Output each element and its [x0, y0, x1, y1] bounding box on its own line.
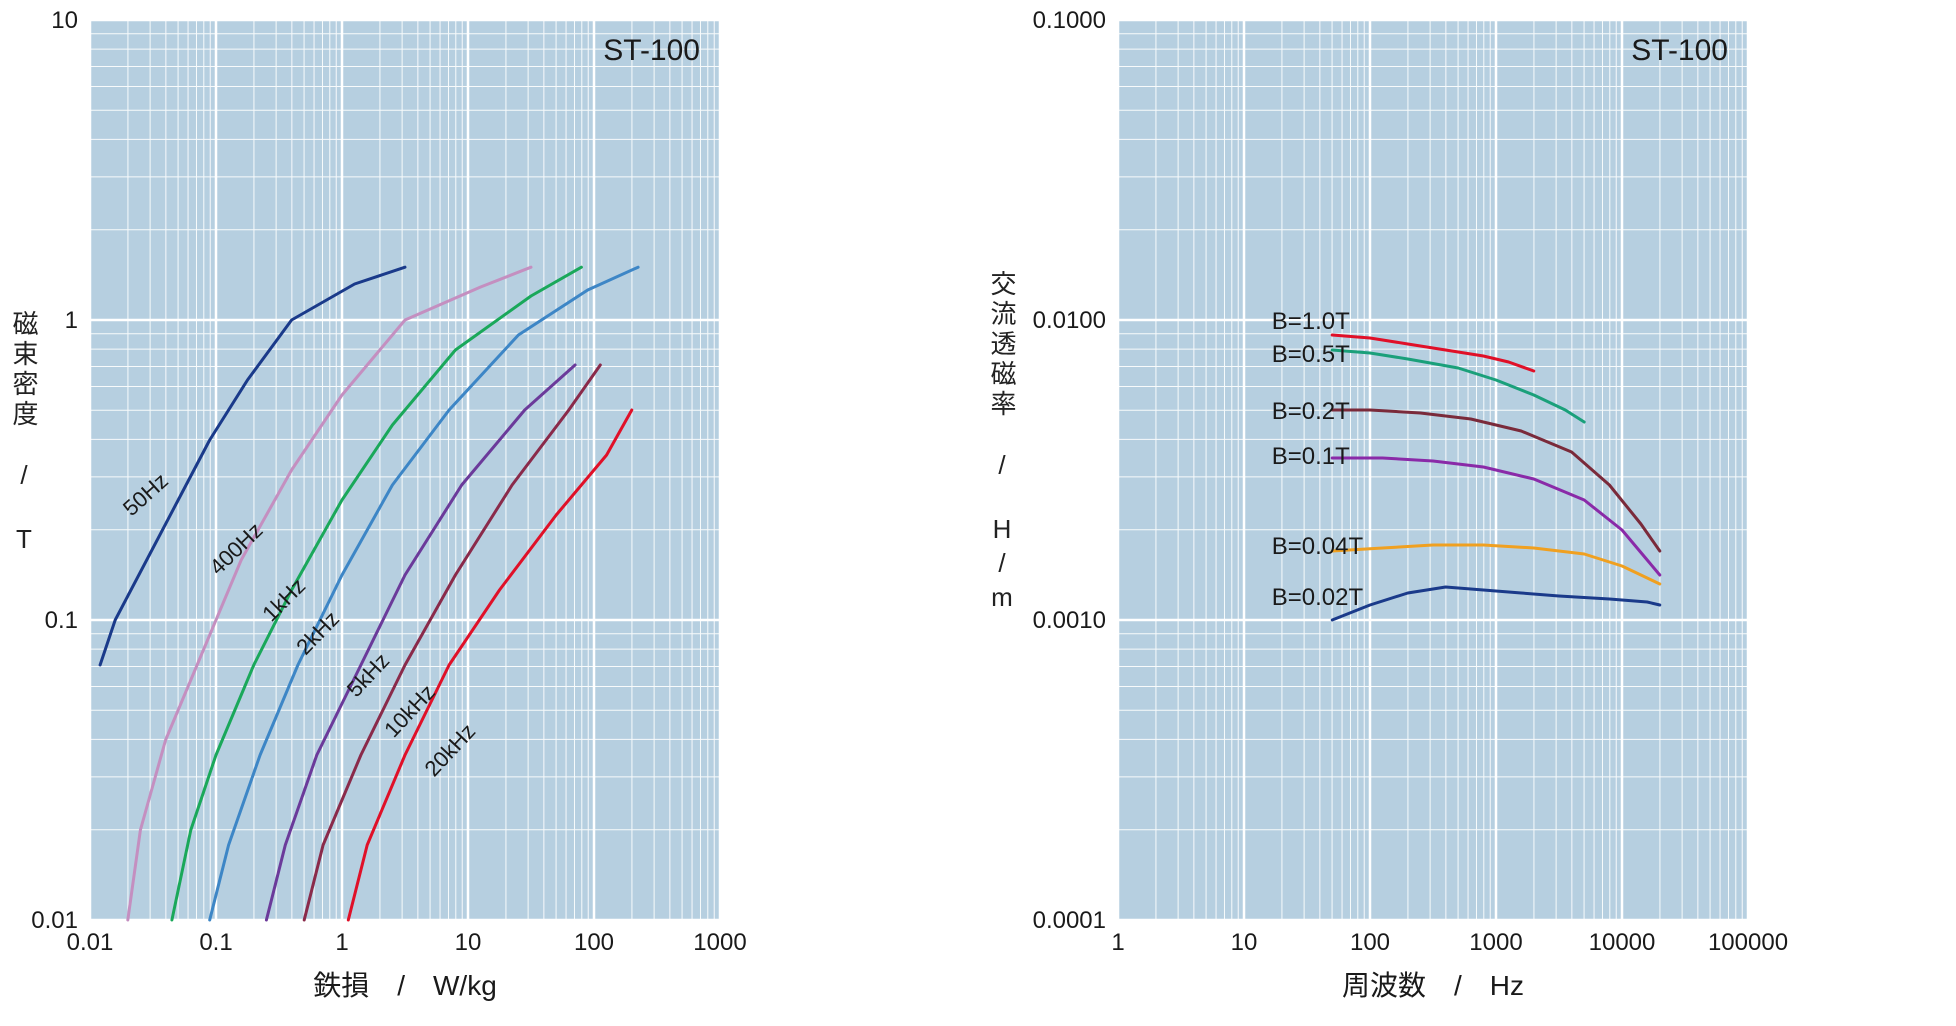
series-label: B=0.5T	[1272, 341, 1350, 368]
y-tick-label: 1	[65, 307, 78, 334]
series-label: B=0.02T	[1272, 584, 1364, 611]
x-axis-label: 周波数 / Hz	[1342, 970, 1524, 1001]
chart-title: ST-100	[603, 34, 700, 67]
y-tick-label: 0.0100	[1033, 307, 1106, 334]
plot-background	[1118, 20, 1748, 920]
x-tick-label: 1	[1111, 929, 1124, 956]
x-tick-label: 10	[455, 929, 482, 956]
y-tick-label: 0.0001	[1033, 907, 1106, 934]
x-tick-label: 100	[1350, 929, 1390, 956]
y-tick-label: 10	[51, 7, 78, 34]
x-tick-label: 1000	[1469, 929, 1522, 956]
permeability-chart: B=1.0T B=0.5T B=0.2T B=0.1T B=0.04T B=0.02T 1 1…	[978, 0, 1956, 1026]
y-axis-label: 交流透磁率 / H/m	[984, 270, 1021, 616]
x-tick-label: 1	[335, 929, 348, 956]
y-tick-label: 0.1	[45, 607, 78, 634]
x-axis-label: 鉄損 / W/kg	[313, 970, 497, 1001]
x-tick-label: 10	[1231, 929, 1258, 956]
y-axis-label: 磁束密度 / T	[6, 310, 43, 558]
series-label: B=1.0T	[1272, 308, 1350, 335]
series-label: B=0.04T	[1272, 533, 1364, 560]
series-label: B=0.1T	[1272, 443, 1350, 470]
x-tick-label: 10000	[1589, 929, 1656, 956]
core-loss-chart: 50Hz400Hz1kHz2kHz5kHz10kHz20kHz0.010.111…	[0, 0, 978, 1026]
x-tick-label: 100000	[1708, 929, 1788, 956]
x-tick-label: 1000	[693, 929, 746, 956]
y-tick-label: 0.0010	[1033, 607, 1106, 634]
y-tick-label: 0.01	[31, 907, 78, 934]
x-tick-label: 100	[574, 929, 614, 956]
page: 50Hz400Hz1kHz2kHz5kHz10kHz20kHz0.010.111…	[0, 0, 1956, 1026]
chart-title: ST-100	[1631, 34, 1728, 67]
y-tick-label: 0.1000	[1033, 7, 1106, 34]
x-tick-label: 0.1	[199, 929, 232, 956]
series-label: B=0.2T	[1272, 398, 1350, 425]
